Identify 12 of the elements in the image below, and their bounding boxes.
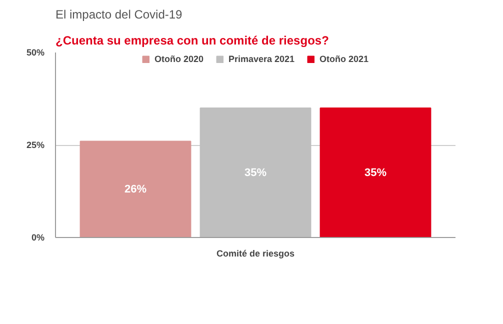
chart-title: El impacto del Covid-19 bbox=[56, 8, 183, 22]
y-tick-label: 0% bbox=[31, 232, 45, 242]
legend-label: Primavera 2021 bbox=[228, 54, 295, 64]
text: 35% bbox=[364, 166, 387, 179]
y-tick-label: 50% bbox=[26, 48, 44, 58]
y-tick-label: 25% bbox=[26, 140, 44, 150]
x-tick-label: Comité de riesgos bbox=[216, 248, 295, 258]
text: 26% bbox=[124, 183, 147, 196]
legend-label: Otoño 2021 bbox=[320, 54, 369, 64]
legend-label: Otoño 2020 bbox=[154, 54, 204, 64]
text: 35% bbox=[244, 166, 267, 179]
chart-subtitle: ¿Cuenta su empresa con un comité de riesgos? bbox=[56, 34, 329, 48]
